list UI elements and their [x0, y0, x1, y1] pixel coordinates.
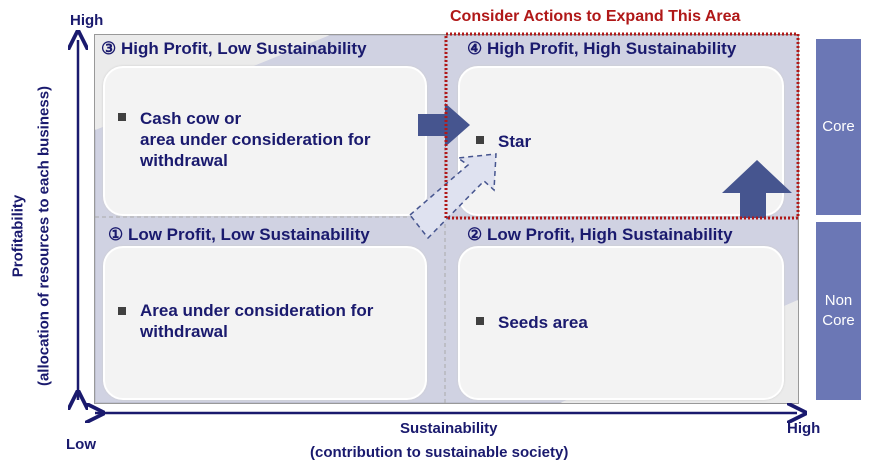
x-axis-high-label: High	[787, 420, 821, 437]
bullet-icon	[476, 136, 484, 144]
quadrant-3-item: Cash cow or area under consideration for…	[118, 108, 371, 171]
y-axis-subtitle: (allocation of resources to each busines…	[35, 85, 53, 387]
bullet-icon	[118, 307, 126, 315]
x-axis-subtitle: (contribution to sustainable society)	[310, 444, 569, 461]
quadrant-2-item: Seeds area	[476, 312, 588, 333]
quadrant-1-title: ① Low Profit, Low Sustainability	[108, 225, 370, 244]
dashed-diagonal-arrow	[408, 153, 497, 240]
non-core-bar: Non Core	[816, 222, 861, 400]
quadrant-1-item: Area under consideration for withdrawal	[118, 300, 418, 342]
quadrant-2-title: ② Low Profit, High Sustainability	[467, 225, 733, 244]
y-axis-high-label: High	[70, 12, 104, 29]
right-arrow	[418, 103, 470, 147]
quadrant-3-box	[103, 66, 427, 216]
bullet-icon	[476, 317, 484, 325]
callout-label: Consider Actions to Expand This Area	[450, 8, 741, 25]
quadrant-3-title: ③ High Profit, Low Sustainability	[101, 39, 367, 58]
quadrant-4-title: ④ High Profit, High Sustainability	[467, 39, 737, 58]
quadrant-1-box	[103, 246, 427, 400]
up-arrow	[722, 160, 792, 218]
expand-area-outline	[444, 32, 800, 220]
x-axis-title: Sustainability	[400, 420, 498, 437]
y-axis-title-text: Profitability	[9, 194, 27, 278]
bullet-icon	[118, 113, 126, 121]
quadrant-2-box	[458, 246, 784, 400]
core-bar: Core	[816, 39, 861, 215]
x-axis-low-label: Low	[66, 436, 96, 453]
quadrant-4-item: Star	[476, 131, 531, 152]
